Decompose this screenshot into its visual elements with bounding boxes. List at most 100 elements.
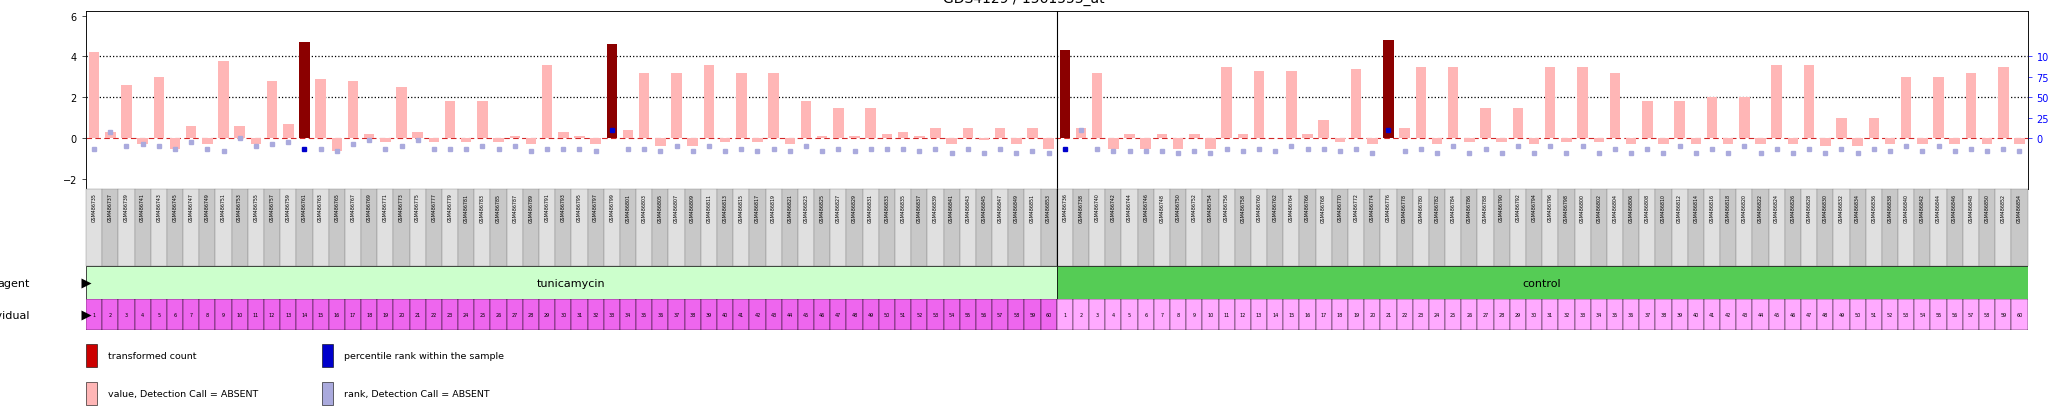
Bar: [1769, 190, 1784, 266]
Bar: [395, 88, 408, 139]
Bar: [1882, 299, 1898, 330]
Bar: [322, 344, 334, 368]
Bar: [1012, 139, 1022, 145]
Text: GSM486829: GSM486829: [852, 193, 856, 222]
Bar: [1397, 190, 1413, 266]
Bar: [1720, 190, 1737, 266]
Bar: [879, 190, 895, 266]
Bar: [1335, 139, 1346, 143]
Text: 58: 58: [1985, 312, 1991, 318]
Bar: [1221, 67, 1233, 139]
Text: GSM486767: GSM486767: [350, 193, 356, 222]
Bar: [1898, 299, 1915, 330]
Bar: [1868, 119, 1880, 139]
Text: GSM486772: GSM486772: [1354, 193, 1358, 222]
Bar: [573, 137, 586, 139]
Bar: [199, 190, 215, 266]
Text: 11: 11: [252, 312, 258, 318]
Text: GSM486791: GSM486791: [545, 193, 549, 222]
Bar: [1477, 190, 1493, 266]
Text: GSM486753: GSM486753: [238, 193, 242, 222]
Bar: [866, 108, 877, 139]
Bar: [121, 86, 131, 139]
Text: tunicamycin: tunicamycin: [537, 278, 606, 288]
Text: GSM486742: GSM486742: [1110, 193, 1116, 222]
Bar: [250, 139, 262, 145]
Bar: [539, 299, 555, 330]
Text: 54: 54: [1919, 312, 1925, 318]
Text: GSM486841: GSM486841: [948, 193, 954, 222]
Text: GSM486735: GSM486735: [92, 193, 96, 222]
Bar: [1720, 299, 1737, 330]
Bar: [1008, 190, 1024, 266]
Bar: [1157, 135, 1167, 139]
Bar: [1315, 190, 1331, 266]
Bar: [817, 137, 827, 139]
Text: 15: 15: [1288, 312, 1294, 318]
Bar: [1073, 190, 1090, 266]
Bar: [862, 190, 879, 266]
Bar: [1849, 299, 1866, 330]
Text: 27: 27: [512, 312, 518, 318]
Bar: [684, 190, 700, 266]
Bar: [1284, 190, 1298, 266]
Text: 43: 43: [1741, 312, 1747, 318]
Text: GSM486851: GSM486851: [1030, 193, 1034, 222]
Bar: [1202, 299, 1219, 330]
Text: 32: 32: [592, 312, 598, 318]
Bar: [1141, 139, 1151, 149]
Bar: [543, 66, 553, 139]
Text: GSM486802: GSM486802: [1595, 193, 1602, 222]
Text: GSM486821: GSM486821: [786, 193, 793, 222]
Bar: [315, 80, 326, 139]
Bar: [233, 127, 246, 139]
Bar: [1348, 190, 1364, 266]
Text: GSM486766: GSM486766: [1305, 193, 1311, 222]
Text: GSM486796: GSM486796: [1548, 193, 1552, 222]
Text: GSM486755: GSM486755: [254, 193, 258, 222]
Text: 58: 58: [1014, 312, 1020, 318]
Text: 49: 49: [1839, 312, 1845, 318]
Bar: [328, 190, 344, 266]
Bar: [766, 299, 782, 330]
Bar: [1526, 190, 1542, 266]
Text: GSM486801: GSM486801: [625, 193, 631, 222]
Bar: [684, 299, 700, 330]
Text: 26: 26: [1466, 312, 1473, 318]
Bar: [639, 74, 649, 139]
Text: 3: 3: [125, 312, 129, 318]
Text: GSM486831: GSM486831: [868, 193, 872, 222]
Text: 56: 56: [981, 312, 987, 318]
Text: GSM486850: GSM486850: [1985, 193, 1989, 222]
Bar: [1671, 190, 1688, 266]
Bar: [961, 190, 975, 266]
Bar: [166, 190, 182, 266]
Bar: [1446, 299, 1462, 330]
Bar: [510, 137, 520, 139]
Bar: [412, 133, 424, 139]
Text: 8: 8: [205, 312, 209, 318]
Text: 33: 33: [1579, 312, 1585, 318]
Bar: [1962, 190, 1978, 266]
Text: GSM486768: GSM486768: [1321, 193, 1327, 222]
Bar: [1591, 299, 1608, 330]
Bar: [879, 299, 895, 330]
Bar: [1706, 98, 1718, 139]
Bar: [688, 139, 698, 147]
Bar: [1577, 67, 1587, 139]
Bar: [651, 190, 668, 266]
Bar: [1690, 139, 1702, 145]
Bar: [1106, 299, 1122, 330]
Bar: [1477, 299, 1493, 330]
Bar: [1122, 190, 1139, 266]
Bar: [571, 299, 588, 330]
Bar: [637, 190, 651, 266]
Text: 47: 47: [836, 312, 842, 318]
Bar: [539, 190, 555, 266]
Bar: [1057, 299, 1073, 330]
Bar: [991, 299, 1008, 330]
Bar: [672, 74, 682, 139]
Bar: [1882, 190, 1898, 266]
Bar: [1638, 299, 1655, 330]
Bar: [1235, 190, 1251, 266]
